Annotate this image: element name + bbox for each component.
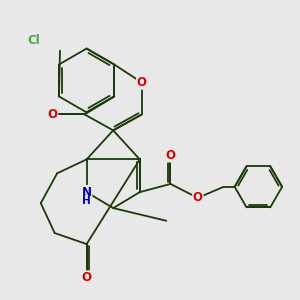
Text: H: H: [82, 196, 91, 206]
Text: O: O: [137, 76, 147, 89]
Text: O: O: [82, 271, 92, 284]
Text: O: O: [48, 108, 58, 121]
Text: Cl: Cl: [28, 34, 40, 47]
Text: O: O: [166, 149, 176, 162]
Text: N: N: [82, 186, 92, 199]
Text: O: O: [193, 191, 203, 204]
